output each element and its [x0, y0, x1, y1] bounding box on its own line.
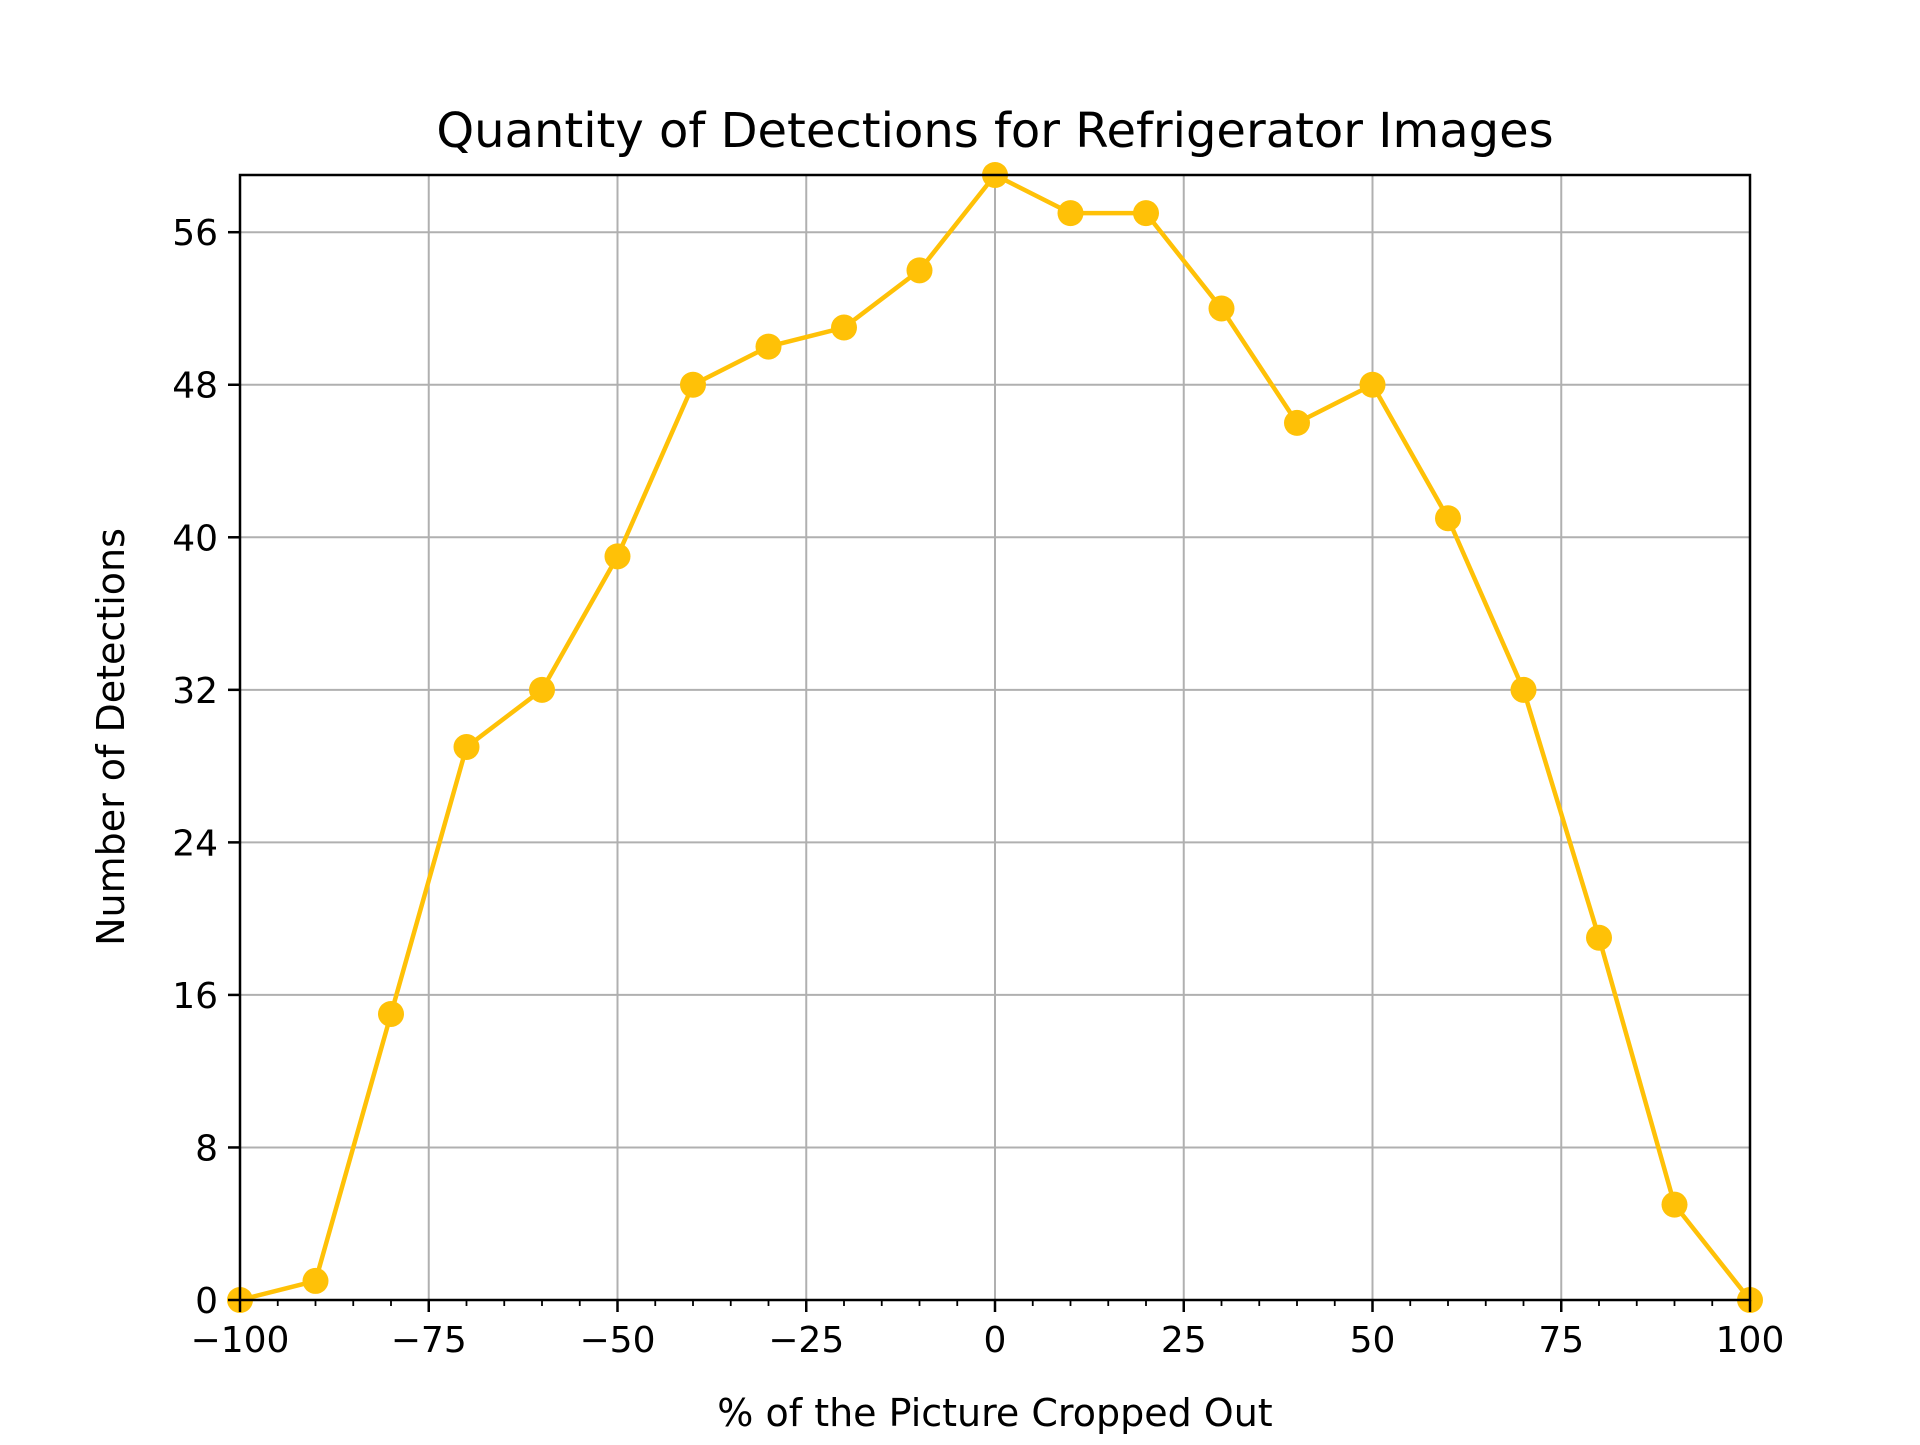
data-point: [1133, 200, 1159, 227]
y-tick-label: 24: [172, 823, 218, 864]
data-point: [1586, 924, 1612, 951]
data-point: [453, 734, 480, 761]
data-point: [1284, 409, 1310, 436]
x-axis-title: % of the Picture Cropped Out: [717, 1391, 1272, 1435]
y-axis-title: Number of Detections: [89, 528, 133, 946]
data-point: [529, 676, 555, 703]
data-point: [1208, 295, 1235, 322]
data-point: [1510, 676, 1537, 703]
x-tick-label: 100: [1716, 1320, 1785, 1361]
gridlines: [239, 175, 1751, 1301]
data-point: [831, 314, 857, 341]
data-point: [680, 371, 706, 398]
data-point: [1435, 505, 1461, 532]
y-tick-label: 32: [172, 671, 218, 712]
tick-marks: [228, 230, 1752, 1312]
x-tick-label: −50: [580, 1320, 656, 1361]
x-tick-label: −75: [391, 1320, 467, 1361]
x-tick-label: 25: [1161, 1320, 1207, 1361]
y-tick-label: 16: [172, 976, 218, 1017]
data-point: [906, 257, 933, 284]
y-tick-label: 48: [172, 366, 218, 407]
y-tick-label: 56: [172, 213, 218, 254]
x-tick-label: −25: [768, 1320, 844, 1361]
data-point: [1057, 200, 1084, 227]
data-point: [604, 543, 631, 570]
data-point: [755, 333, 782, 360]
data-point: [1359, 371, 1386, 398]
x-tick-labels: −100 −75 −50 −25 0 25 50 75 100: [191, 1320, 1785, 1361]
y-tick-label: 40: [172, 518, 218, 559]
y-tick-label: 8: [195, 1128, 218, 1169]
data-point: [1661, 1191, 1688, 1218]
data-point: [378, 1000, 404, 1027]
data-point: [302, 1267, 329, 1294]
x-tick-label: 0: [984, 1320, 1007, 1361]
y-tick-label: 0: [195, 1281, 218, 1322]
x-tick-label: 50: [1350, 1320, 1396, 1361]
x-tick-label: −100: [191, 1320, 290, 1361]
x-tick-label: 75: [1538, 1320, 1584, 1361]
chart-title: Quantity of Detections for Refrigerator …: [436, 103, 1553, 159]
y-tick-labels: 0 8 16 24 32 40 48 56: [172, 213, 218, 1322]
